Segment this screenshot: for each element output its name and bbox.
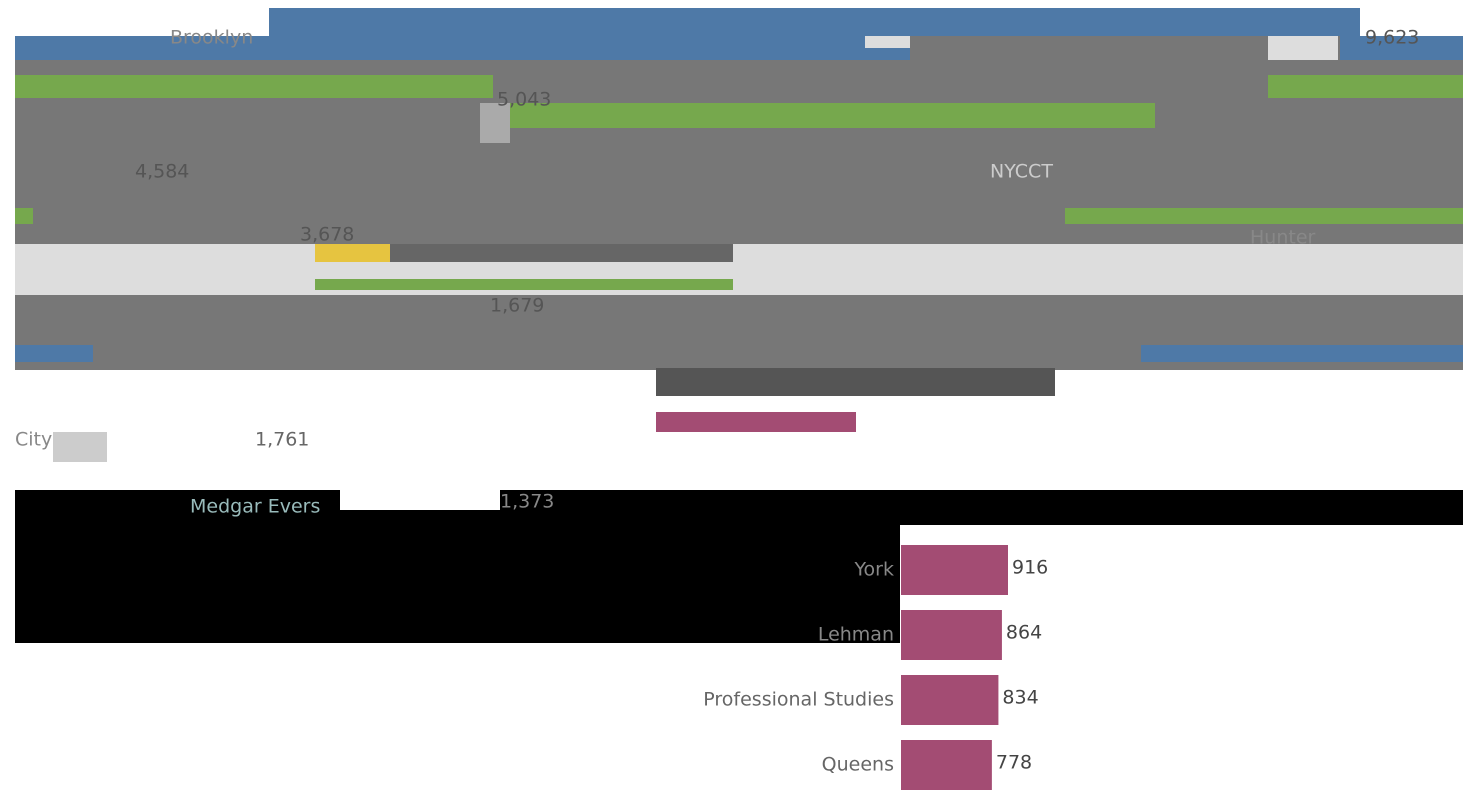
fragment-label: 5,043 [497, 89, 551, 111]
fragment-label: 1,373 [500, 491, 554, 513]
bar-block [1141, 345, 1463, 362]
fragment-label: 1,761 [255, 429, 309, 451]
fragment-label: Medgar Evers [190, 496, 320, 518]
bar-block [480, 103, 510, 143]
category-label: Lehman [818, 624, 894, 646]
bar-block [390, 244, 733, 262]
bar [901, 740, 992, 790]
bar-block [656, 412, 856, 432]
glitched-panel [15, 8, 1463, 643]
bar-block [1268, 75, 1463, 98]
fragment-label: NYCCT [990, 161, 1053, 183]
bar-block [269, 8, 1360, 36]
bar-block [510, 103, 1155, 128]
bar [901, 545, 1008, 595]
dark-band [15, 490, 1463, 525]
value-label: 778 [996, 752, 1032, 774]
category-label: Queens [822, 754, 894, 776]
fragment-label: City [15, 429, 52, 451]
fragment-label: 3,678 [300, 224, 354, 246]
bar-block [15, 36, 910, 60]
value-label: 916 [1012, 557, 1048, 579]
bar-block [15, 75, 493, 98]
bar-block [15, 345, 93, 362]
fragment-labels: Brooklyn 9,623 5,043 4,584 NYCCT 3,678 Hunter 1… [15, 27, 1419, 518]
dark-band [15, 525, 900, 643]
fragment-label: 9,623 [1365, 27, 1419, 49]
bar-block [1065, 208, 1463, 224]
bar-block [1268, 36, 1338, 60]
bar-block [1340, 36, 1463, 60]
category-label: Professional Studies [703, 689, 894, 711]
fragment-label: Brooklyn [170, 27, 253, 49]
bar-chart: York 916 Lehman 864 Professional Studies 834 Q… [703, 545, 1048, 790]
bar [901, 610, 1002, 660]
bar-block [53, 432, 107, 462]
value-label: 834 [1002, 687, 1038, 709]
fragment-label: 4,584 [135, 161, 189, 183]
bar-block [315, 244, 390, 262]
value-label: 864 [1006, 622, 1042, 644]
bar [901, 675, 999, 725]
bar-block [656, 368, 1055, 396]
bar-block [865, 36, 910, 48]
fragment-label: 1,679 [490, 295, 544, 317]
bar-block [15, 208, 33, 224]
bar-block [15, 244, 1463, 295]
fragment-label: Hunter [1250, 227, 1316, 249]
category-label: York [853, 559, 894, 581]
bar-block [340, 490, 500, 510]
bar-block [315, 279, 733, 290]
